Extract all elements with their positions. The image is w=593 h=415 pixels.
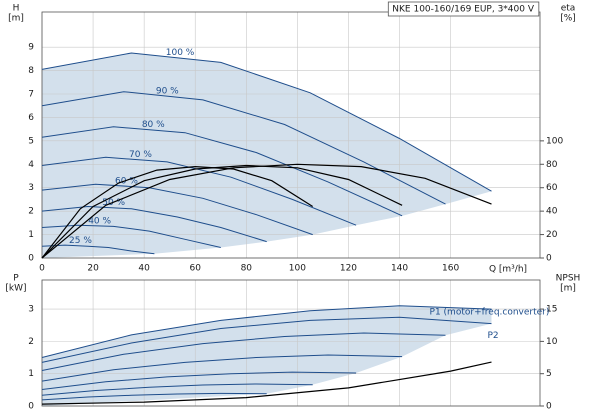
y2-tick-label: 10 (546, 337, 558, 347)
x-tick-label: 140 (391, 264, 408, 274)
plot-frame (41, 11, 541, 259)
y-tick-label: 8 (28, 66, 34, 76)
curve (41, 316, 492, 363)
curve-label: 50 % (102, 198, 125, 208)
curve (41, 52, 492, 192)
y2-tick-label: 80 (546, 160, 558, 170)
y-axis-unit: [m] (8, 14, 24, 24)
y-tick-label: 2 (28, 207, 34, 217)
chart-title: NKE 100-160/169 EUP, 3*400 V (392, 5, 535, 15)
curve-label: 80 % (142, 120, 165, 130)
curve (41, 244, 155, 255)
operating-range (42, 53, 492, 258)
curve-label: 100 % (166, 48, 195, 58)
y2-tick-label: 5 (546, 369, 552, 379)
curve (41, 383, 313, 396)
curve (41, 371, 357, 390)
x-tick-label: 100 (289, 264, 306, 274)
x-tick-label: 80 (241, 264, 253, 274)
curve-label: P2 (487, 331, 498, 341)
y-tick-label: 6 (28, 113, 34, 123)
y2-axis-label: eta (561, 4, 576, 14)
y-axis-unit: [kW] (5, 284, 26, 294)
x-tick-label: 120 (340, 264, 357, 274)
y2-tick-label: 0 (546, 402, 552, 412)
y2-tick-label: 40 (546, 207, 558, 217)
secondary-curve (41, 164, 403, 259)
y2-axis-unit: [m] (560, 284, 576, 294)
x-tick-label: 20 (87, 264, 99, 274)
curve (41, 332, 446, 371)
y2-axis-unit: [%] (560, 14, 576, 24)
curve-label: P1 (motor+freq.converter) (430, 307, 550, 317)
secondary-curve (41, 361, 492, 405)
y-axis-label: H (13, 4, 20, 14)
title-box (387, 1, 540, 17)
curve-label: 90 % (156, 86, 179, 96)
y2-tick-label: 100 (546, 136, 563, 146)
y-tick-label: 3 (28, 183, 34, 193)
curve (41, 126, 403, 217)
curve (41, 183, 313, 236)
curve (41, 156, 357, 226)
curve-label: 40 % (88, 216, 111, 226)
y-tick-label: 4 (28, 160, 34, 170)
x-tick-label: 40 (138, 264, 150, 274)
curve (41, 205, 267, 243)
y-tick-label: 1 (28, 230, 34, 240)
curve-label: 25 % (69, 236, 92, 246)
curve-label: 60 % (115, 176, 138, 186)
x-tick-label: 160 (442, 264, 459, 274)
y2-axis-label: NPSH (556, 274, 581, 284)
y-tick-label: 3 (28, 305, 34, 315)
curve-label: 70 % (129, 150, 152, 160)
y-tick-label: 2 (28, 337, 34, 347)
y-tick-label: 9 (28, 43, 34, 53)
x-axis-label: Q [m³/h] (489, 265, 527, 275)
operating-range (42, 305, 492, 406)
secondary-curve (41, 165, 314, 259)
plot-frame (41, 279, 541, 407)
y-axis-label: P (13, 274, 19, 284)
x-tick-label: 0 (39, 264, 45, 274)
y-tick-label: 7 (28, 90, 34, 100)
y-tick-label: 0 (28, 254, 34, 264)
curve (41, 224, 221, 248)
y-tick-label: 0 (28, 402, 34, 412)
x-tick-label: 60 (190, 264, 202, 274)
y-tick-label: 1 (28, 369, 34, 379)
y2-tick-label: 0 (546, 254, 552, 264)
y2-tick-label: 60 (546, 183, 558, 193)
y2-tick-label: 20 (546, 230, 558, 240)
y-tick-label: 5 (28, 136, 34, 146)
y2-tick-label: 15 (546, 305, 557, 315)
curve (41, 354, 403, 382)
curve (41, 392, 267, 401)
curve (41, 91, 446, 205)
curve (41, 305, 492, 358)
